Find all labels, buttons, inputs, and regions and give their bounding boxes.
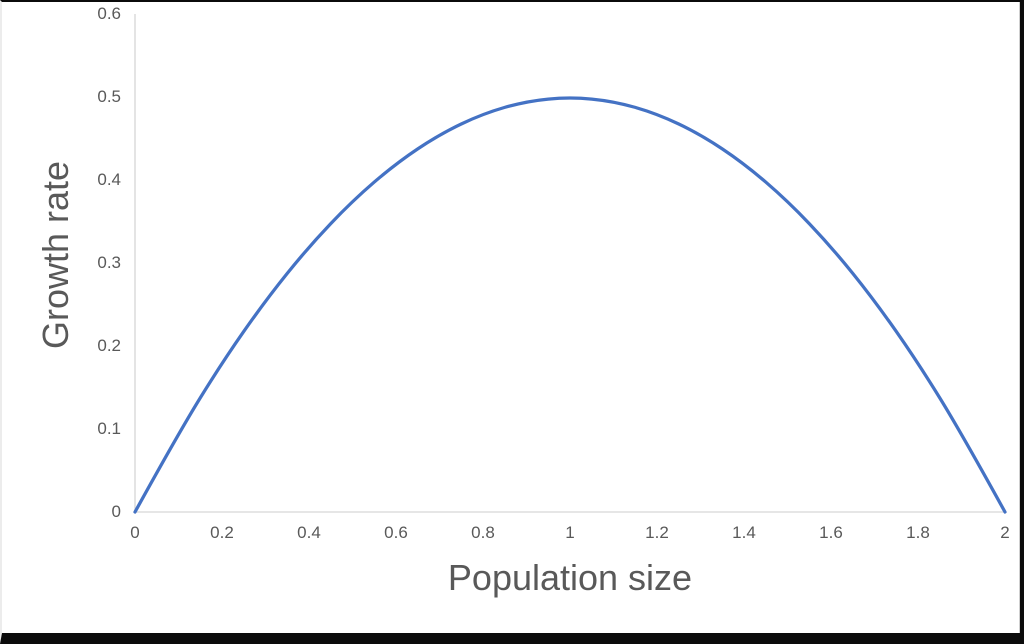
y-tick-label: 0.3 bbox=[97, 253, 121, 272]
growth-rate-curve bbox=[133, 96, 1007, 514]
y-tick-label: 0.2 bbox=[97, 336, 121, 355]
x-tick-label: 0 bbox=[130, 523, 140, 542]
y-tick-label: 0.5 bbox=[97, 87, 121, 106]
x-tick-label: 1.8 bbox=[906, 523, 930, 542]
x-tick-label: 0.2 bbox=[210, 523, 234, 542]
x-tick-label: 1 bbox=[565, 523, 575, 542]
x-tick-label: 0.4 bbox=[297, 523, 321, 542]
y-tick-label: 0.6 bbox=[97, 4, 121, 23]
x-axis-title: Population size bbox=[447, 557, 693, 598]
x-tick-label: 1.4 bbox=[732, 523, 756, 542]
y-tick-label: 0.1 bbox=[97, 419, 121, 438]
y-tick-label: 0.4 bbox=[97, 170, 121, 189]
x-tick-label: 0.8 bbox=[471, 523, 495, 542]
x-tick-label: 2 bbox=[1000, 523, 1010, 542]
y-tick-label: 0 bbox=[111, 502, 121, 521]
x-tick-label: 0.6 bbox=[384, 523, 408, 542]
x-tick-label: 1.2 bbox=[645, 523, 669, 542]
x-tick-label: 1.6 bbox=[819, 523, 843, 542]
